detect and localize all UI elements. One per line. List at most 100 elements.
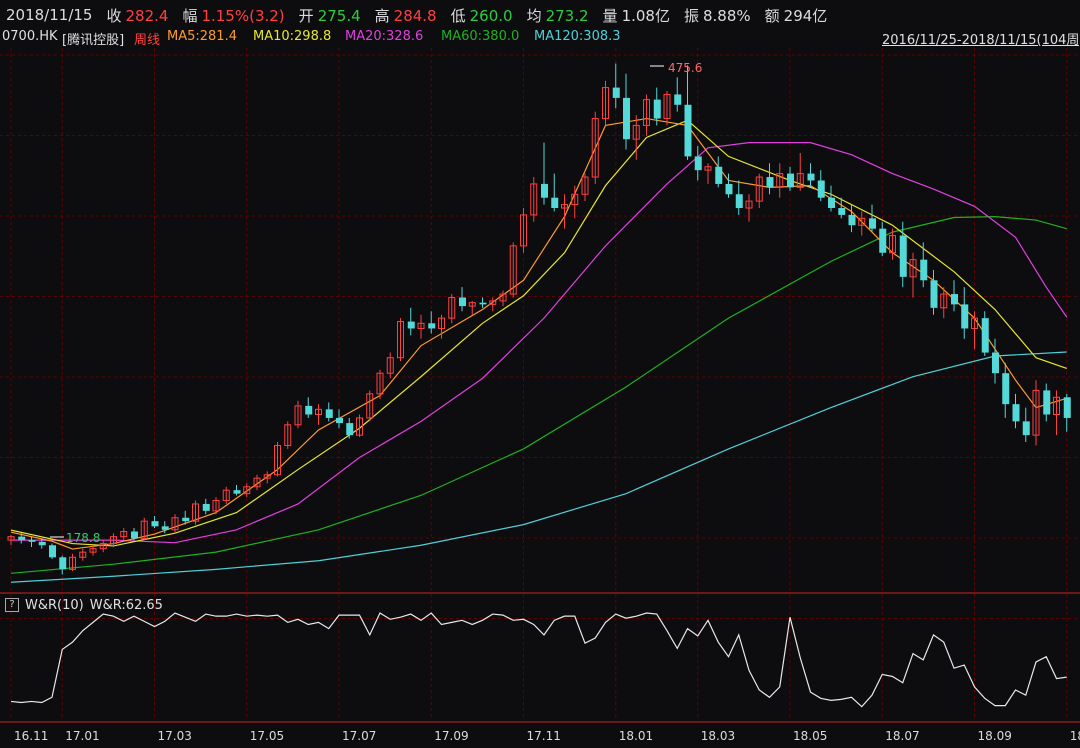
candle (848, 204, 856, 233)
candle-body (981, 318, 989, 353)
candle-body (581, 176, 589, 195)
candle (499, 290, 507, 307)
candle-body (715, 166, 723, 184)
amplitude-label: 振 (683, 6, 699, 25)
candle-body (38, 541, 46, 546)
candle-body (520, 214, 527, 247)
candle (7, 534, 15, 546)
low-label: 低 (450, 6, 466, 25)
avg-label: 均 (526, 6, 542, 25)
candle (315, 404, 322, 425)
candle-body (417, 322, 425, 329)
x-tick-label: 17.09 (434, 729, 468, 743)
candle-body (140, 520, 148, 539)
candle (858, 211, 866, 236)
candle-body (930, 280, 938, 308)
candle (509, 242, 517, 298)
candle (674, 77, 682, 112)
candle-body (561, 204, 568, 209)
candle (140, 517, 148, 541)
candle (233, 485, 241, 496)
candle (879, 221, 887, 257)
ma5-line (10, 117, 1067, 550)
candle (161, 521, 169, 534)
candle (838, 197, 846, 219)
candle (899, 221, 907, 288)
change-label: 幅 (182, 6, 198, 25)
candle-body (745, 200, 753, 209)
candle-body (817, 180, 825, 198)
candle (305, 397, 313, 418)
x-tick-label: 18.03 (701, 729, 735, 743)
candle-body (951, 294, 958, 305)
candle (222, 486, 230, 504)
candle-body (551, 197, 559, 209)
candle-body (1053, 396, 1060, 415)
high-label: 高 (374, 6, 390, 25)
ma20-legend: MA20:328.6 (345, 29, 424, 44)
candle-body (192, 503, 199, 522)
candle-body (110, 536, 117, 545)
candle (828, 185, 835, 212)
help-icon[interactable]: ? (5, 598, 19, 612)
date-range[interactable]: 2016/11/25-2018/11/15(104周) (882, 33, 1080, 48)
candle-body (305, 405, 313, 415)
candle (623, 73, 630, 150)
candle (909, 252, 917, 298)
candle (992, 338, 999, 384)
period-tab[interactable]: 周线 (134, 33, 161, 48)
x-tick-label: 17.03 (158, 729, 192, 743)
candle-body (704, 166, 712, 171)
candle-body (674, 94, 682, 105)
close-label: 收 (106, 6, 122, 25)
candle (776, 163, 784, 198)
candle (284, 421, 292, 449)
high-annotation: 475.6 (668, 61, 702, 75)
candle-body (1043, 390, 1051, 415)
candle (1053, 390, 1060, 436)
candle (28, 536, 36, 547)
candle (1022, 407, 1030, 443)
candle-body (571, 193, 579, 206)
candle-body (274, 444, 281, 476)
candle (89, 545, 97, 556)
candle-body (448, 296, 456, 319)
quote-date: 2018/11/15 (6, 6, 93, 24)
candle-body (131, 531, 138, 539)
candle-body (7, 536, 15, 541)
candle-body (509, 245, 517, 295)
candle (653, 87, 661, 126)
candle-body (653, 99, 661, 119)
candle-body (1063, 397, 1071, 418)
candle (632, 115, 640, 160)
candle (1002, 362, 1010, 418)
candle (151, 516, 159, 529)
open-value: 275.4 (317, 6, 361, 25)
candle (263, 471, 271, 484)
wr-indicator-name[interactable]: W&R(10) (25, 597, 84, 613)
candle (366, 390, 374, 422)
candle (212, 497, 220, 515)
candle (171, 514, 179, 534)
candle-body (386, 357, 394, 374)
candle-body (787, 173, 794, 188)
candle (920, 242, 928, 288)
candle (407, 307, 415, 336)
candle (438, 314, 445, 339)
volume-label: 量 (602, 6, 618, 25)
candle-body (212, 500, 220, 512)
candle-body (940, 293, 948, 309)
candle-body (612, 87, 620, 98)
wr-line (10, 612, 1067, 708)
candle (376, 369, 384, 400)
candle-body (376, 372, 384, 395)
candle-body (171, 517, 179, 531)
candle-body (796, 173, 804, 188)
candle-body (1022, 421, 1030, 436)
candle (182, 510, 190, 525)
candle-body (1032, 389, 1040, 436)
x-tick-label: 17.05 (250, 729, 284, 743)
x-tick-label: 18.09 (978, 729, 1012, 743)
candle-body (632, 124, 640, 140)
